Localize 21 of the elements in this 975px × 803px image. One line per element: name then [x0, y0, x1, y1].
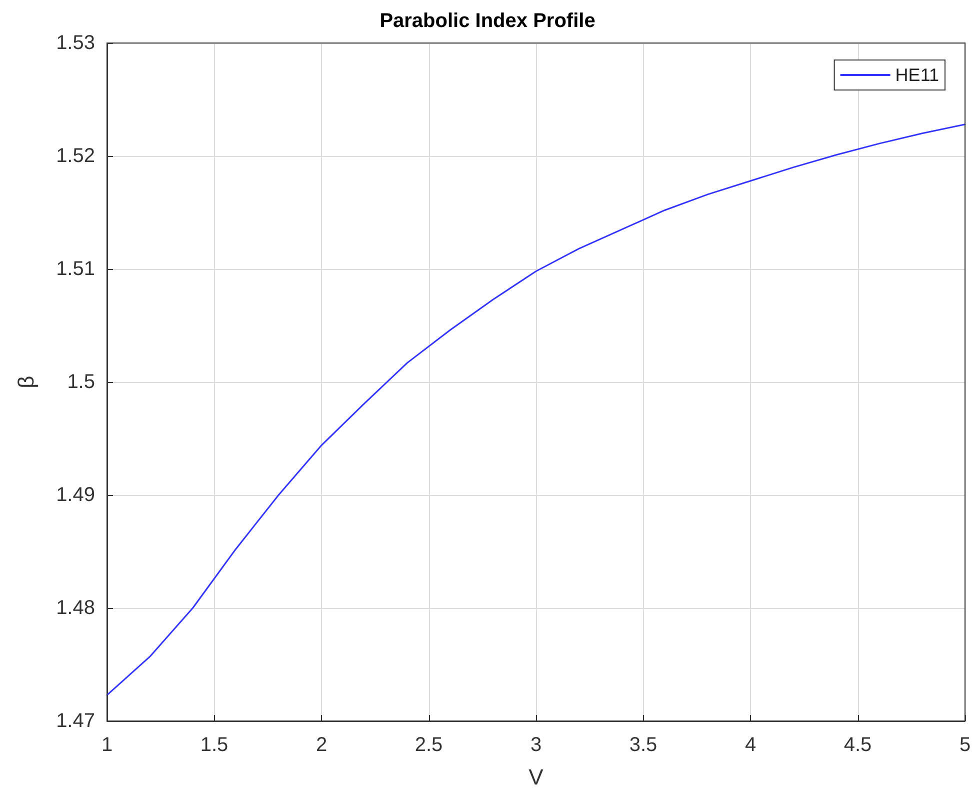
chart-title: Parabolic Index Profile: [380, 10, 596, 32]
x-tick-label: 1: [101, 734, 113, 756]
y-tick-label: 1.52: [56, 145, 95, 167]
x-tick-label: 2: [316, 734, 328, 756]
y-tick-label: 1.51: [56, 258, 95, 280]
x-axis-title: V: [528, 764, 544, 790]
x-tick-label: 2.5: [414, 734, 443, 756]
x-tick-label: 1.5: [200, 734, 228, 756]
x-tick-label: 4.5: [844, 734, 872, 756]
x-tick-label: 3: [530, 734, 542, 756]
y-tick-label: 1.47: [56, 710, 95, 732]
legend-label: HE11: [895, 65, 940, 85]
y-tick-label: 1.5: [67, 371, 95, 393]
x-tick-label: 3.5: [629, 734, 658, 756]
x-tick-label: 5: [959, 734, 971, 756]
y-tick-label: 1.53: [56, 32, 95, 54]
y-axis-title: β: [14, 376, 38, 388]
line-series: [106, 124, 966, 696]
y-tick-label: 1.49: [56, 484, 95, 506]
x-tick-label: 4: [744, 734, 756, 756]
y-tick-label: 1.48: [56, 597, 95, 619]
